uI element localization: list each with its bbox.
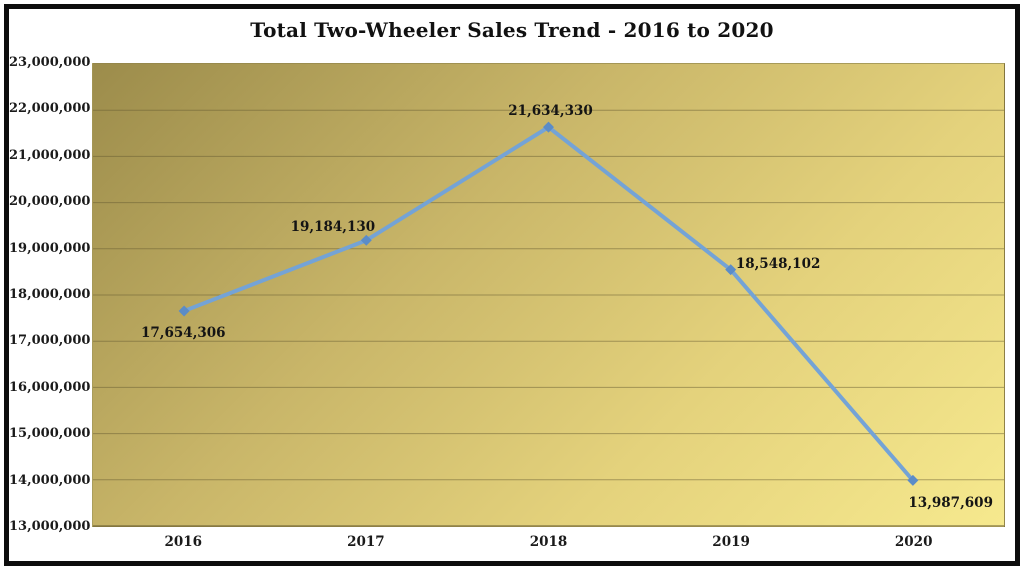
data-point-marker bbox=[725, 264, 737, 276]
plot-area bbox=[92, 63, 1005, 527]
data-point-marker bbox=[543, 121, 554, 133]
y-axis-tick-label: 13,000,000 bbox=[9, 519, 91, 534]
y-axis-tick-label: 17,000,000 bbox=[9, 333, 91, 349]
y-axis-tick-label: 14,000,000 bbox=[9, 472, 91, 488]
y-axis-tick-label: 22,000,000 bbox=[9, 101, 91, 117]
y-axis-tick-label: 23,000,000 bbox=[9, 55, 91, 70]
chart-title: Total Two-Wheeler Sales Trend - 2016 to … bbox=[250, 18, 774, 42]
data-point-marker bbox=[907, 474, 919, 486]
data-point-value-label: 13,987,609 bbox=[908, 495, 993, 512]
x-axis-tick-label: 2017 bbox=[347, 534, 385, 550]
data-point-value-label: 18,548,102 bbox=[735, 255, 821, 272]
data-point-value-label: 19,184,130 bbox=[290, 219, 376, 236]
chart-frame: Total Two-Wheeler Sales Trend - 2016 to … bbox=[4, 4, 1020, 566]
data-point-value-label: 21,634,330 bbox=[508, 103, 593, 120]
y-axis-tick-label: 16,000,000 bbox=[9, 379, 91, 395]
y-axis-tick-label: 20,000,000 bbox=[9, 194, 91, 210]
x-axis-tick-label: 2016 bbox=[164, 534, 203, 550]
data-point-value-label: 17,654,306 bbox=[141, 325, 226, 342]
y-axis-tick-label: 19,000,000 bbox=[9, 240, 91, 256]
y-axis-tick-label: 15,000,000 bbox=[9, 426, 91, 442]
y-axis-tick-label: 21,000,000 bbox=[9, 147, 91, 163]
x-axis-tick-label: 2019 bbox=[712, 534, 750, 550]
x-axis-tick-label: 2018 bbox=[529, 534, 568, 550]
sales-trend-line bbox=[182, 124, 915, 483]
x-axis-tick-label: 2020 bbox=[894, 534, 933, 550]
y-axis-tick-label: 18,000,000 bbox=[9, 287, 91, 302]
sales-trend-line-chart bbox=[93, 109, 1004, 526]
data-point-marker bbox=[360, 234, 372, 246]
data-point-marker bbox=[178, 305, 190, 317]
